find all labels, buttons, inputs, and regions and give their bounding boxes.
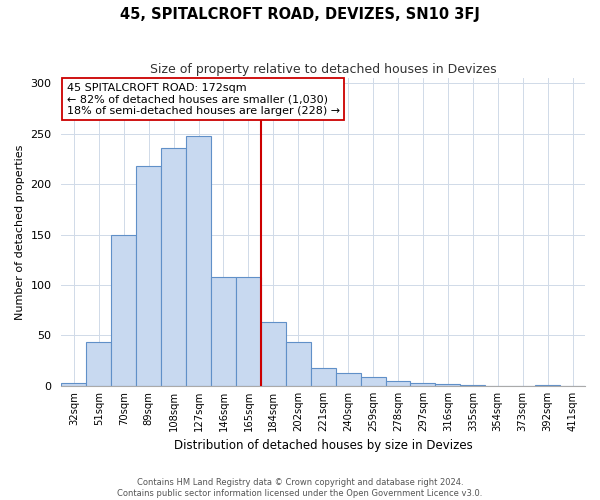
Bar — [436, 384, 460, 386]
Bar — [86, 342, 111, 386]
Bar — [311, 368, 335, 386]
Y-axis label: Number of detached properties: Number of detached properties — [15, 144, 25, 320]
Text: Contains HM Land Registry data © Crown copyright and database right 2024.
Contai: Contains HM Land Registry data © Crown c… — [118, 478, 482, 498]
Bar — [335, 373, 361, 386]
Text: 45 SPITALCROFT ROAD: 172sqm
← 82% of detached houses are smaller (1,030)
18% of : 45 SPITALCROFT ROAD: 172sqm ← 82% of det… — [67, 82, 340, 116]
Bar — [136, 166, 161, 386]
Bar — [236, 277, 261, 386]
Title: Size of property relative to detached houses in Devizes: Size of property relative to detached ho… — [150, 62, 497, 76]
Bar — [261, 322, 286, 386]
X-axis label: Distribution of detached houses by size in Devizes: Distribution of detached houses by size … — [174, 440, 473, 452]
Bar — [186, 136, 211, 386]
Bar — [111, 234, 136, 386]
Bar — [286, 342, 311, 386]
Bar — [386, 381, 410, 386]
Bar — [361, 377, 386, 386]
Bar — [211, 277, 236, 386]
Text: 45, SPITALCROFT ROAD, DEVIZES, SN10 3FJ: 45, SPITALCROFT ROAD, DEVIZES, SN10 3FJ — [120, 8, 480, 22]
Bar — [61, 383, 86, 386]
Bar — [161, 148, 186, 386]
Bar — [535, 385, 560, 386]
Bar — [460, 385, 485, 386]
Bar — [410, 383, 436, 386]
